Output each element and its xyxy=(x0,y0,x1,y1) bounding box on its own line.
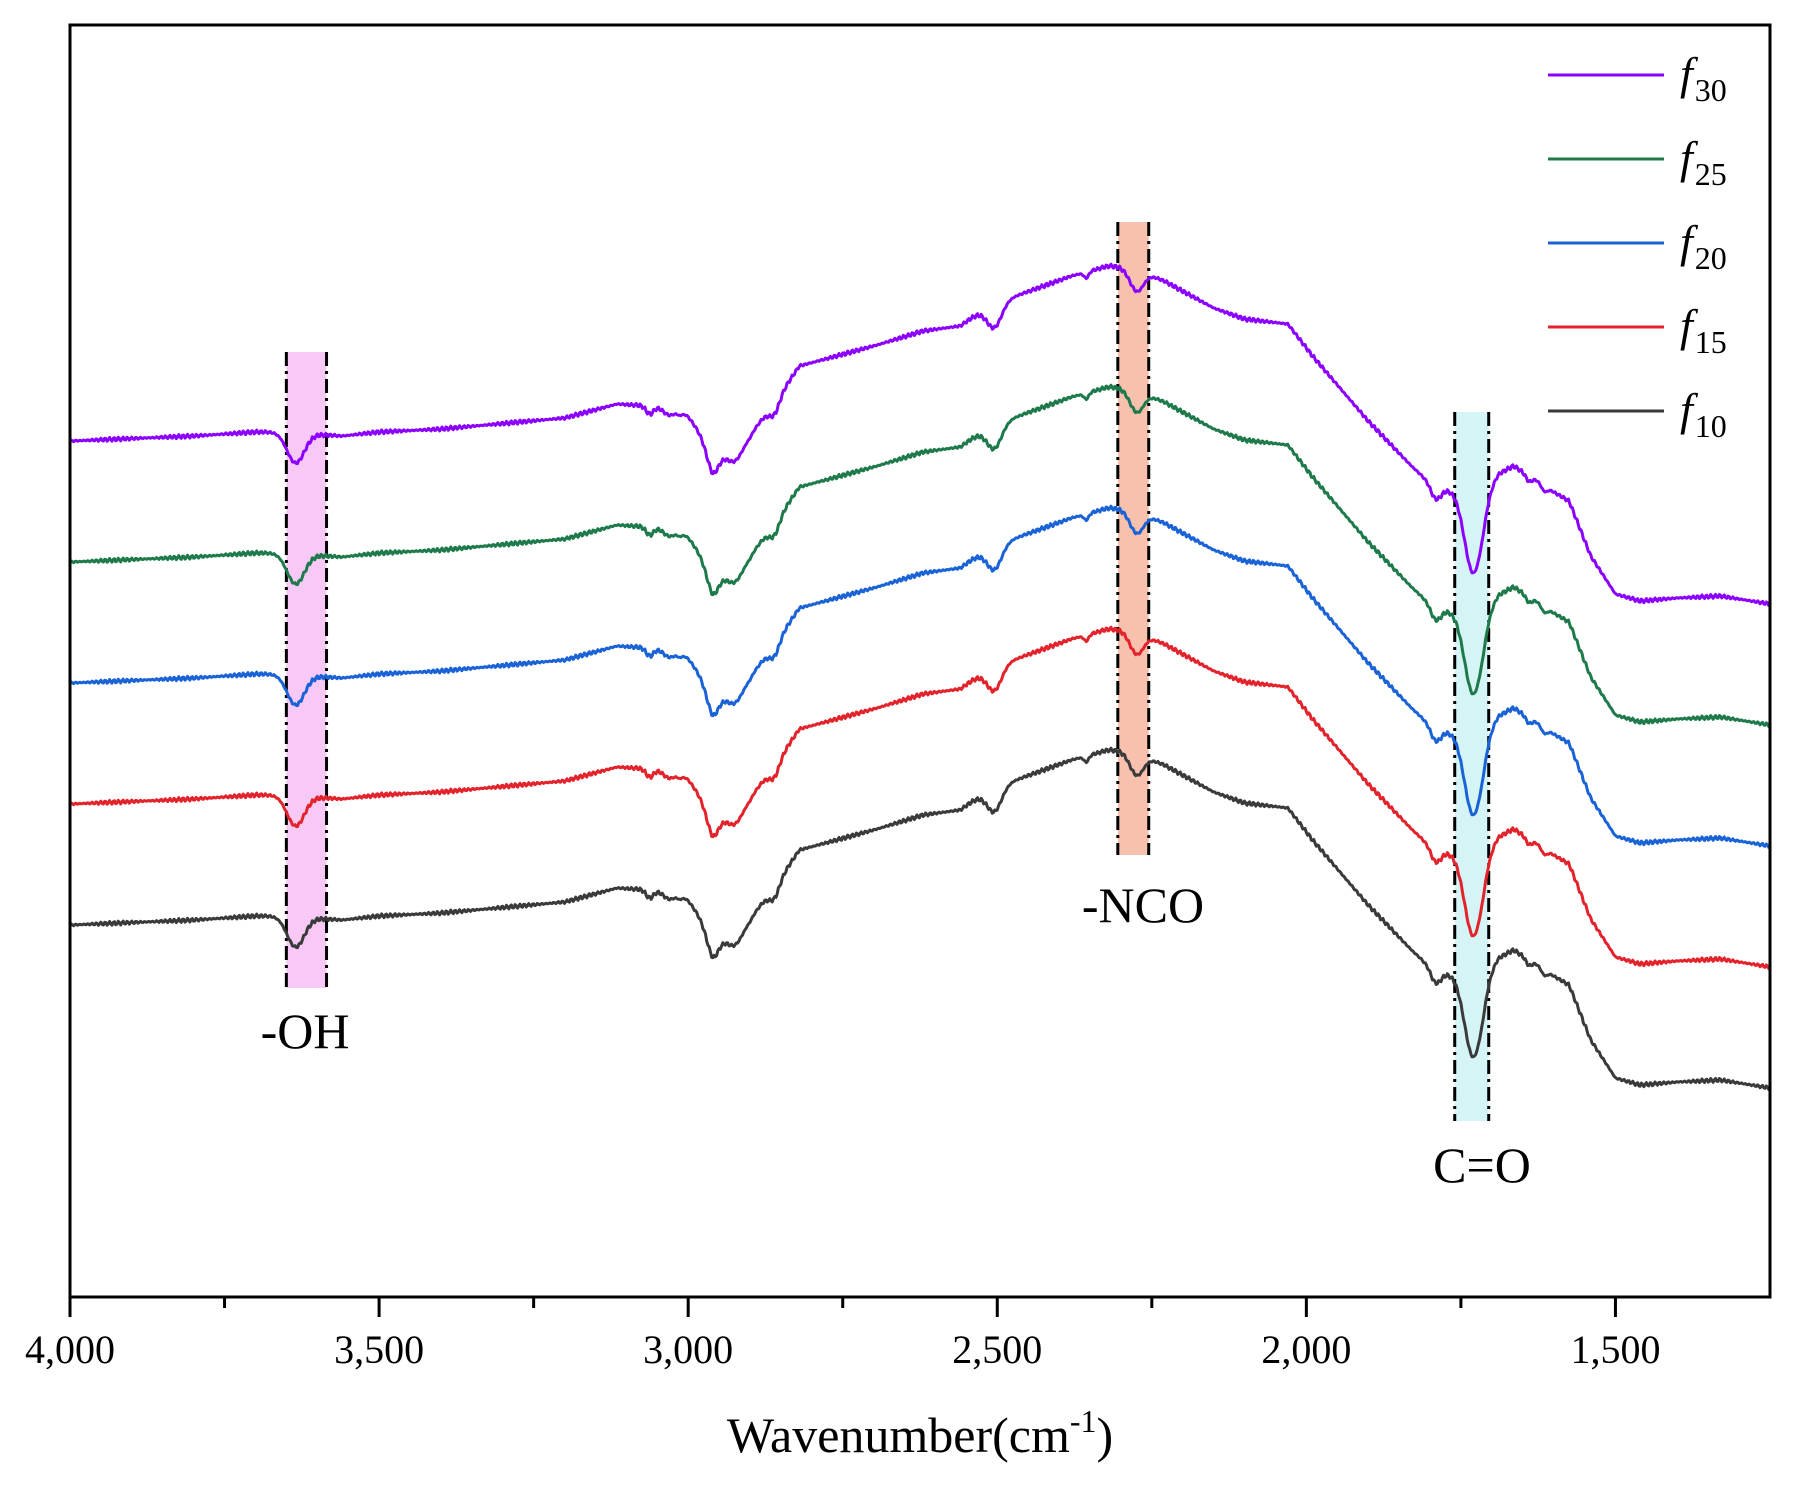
x-tick-label: 3,000 xyxy=(643,1327,733,1372)
x-tick-label: 2,500 xyxy=(952,1327,1042,1372)
x-tick-label: 1,500 xyxy=(1570,1327,1660,1372)
x-tick-label: 3,500 xyxy=(334,1327,424,1372)
legend-item-f25: f25 xyxy=(1548,132,1727,192)
annotation-label: -NCO xyxy=(1082,877,1204,933)
legend-label-sub: 10 xyxy=(1695,408,1727,444)
series-lines xyxy=(68,262,1772,1092)
annotation-label: -OH xyxy=(261,1003,350,1059)
band-0 xyxy=(284,352,329,988)
band-fill xyxy=(286,352,327,988)
legend-item-f20: f20 xyxy=(1548,216,1727,276)
x-axis-title-sup: -1 xyxy=(1070,1403,1097,1439)
annotation-labels: -OH -NCO C=O xyxy=(261,877,1531,1193)
x-axis-title-main: Wavenumber(cm xyxy=(727,1407,1070,1463)
x-axis-title: Wavenumber(cm-1) xyxy=(727,1403,1113,1463)
band-fill xyxy=(1117,222,1149,855)
series-line-f20 xyxy=(68,504,1772,850)
series-line-f30 xyxy=(68,262,1772,608)
x-axis-title-close: ) xyxy=(1097,1407,1114,1463)
legend-label: f20 xyxy=(1680,216,1727,276)
legend-label: f25 xyxy=(1680,132,1727,192)
legend-label-sub: 20 xyxy=(1695,240,1727,276)
x-tick-label: 4,000 xyxy=(25,1327,115,1372)
plot-frame xyxy=(68,23,1772,1299)
legend-item-f10: f10 xyxy=(1548,384,1727,444)
legend-item-f15: f15 xyxy=(1548,300,1727,360)
highlight-bands xyxy=(284,222,1491,1121)
series-line-f10 xyxy=(68,746,1772,1092)
series-line-f15 xyxy=(68,625,1772,971)
x-tick-label: 2,000 xyxy=(1261,1327,1351,1372)
legend-item-f30: f30 xyxy=(1548,48,1727,108)
legend-label-sub: 25 xyxy=(1695,156,1727,192)
x-axis-ticks xyxy=(68,1297,1617,1317)
legend-label: f15 xyxy=(1680,300,1727,360)
band-1 xyxy=(1116,222,1151,855)
x-axis-tick-labels: 4,000 3,500 3,000 2,500 2,000 1,500 xyxy=(25,1327,1660,1372)
series-line-f25 xyxy=(68,383,1772,729)
legend-label-sub: 30 xyxy=(1695,72,1727,108)
legend-label: f30 xyxy=(1680,48,1727,108)
annotation-label: C=O xyxy=(1433,1137,1531,1193)
legend: f30 f25 f20 f15 f10 xyxy=(1548,48,1727,444)
legend-label: f10 xyxy=(1680,384,1727,444)
legend-label-sub: 15 xyxy=(1695,324,1727,360)
